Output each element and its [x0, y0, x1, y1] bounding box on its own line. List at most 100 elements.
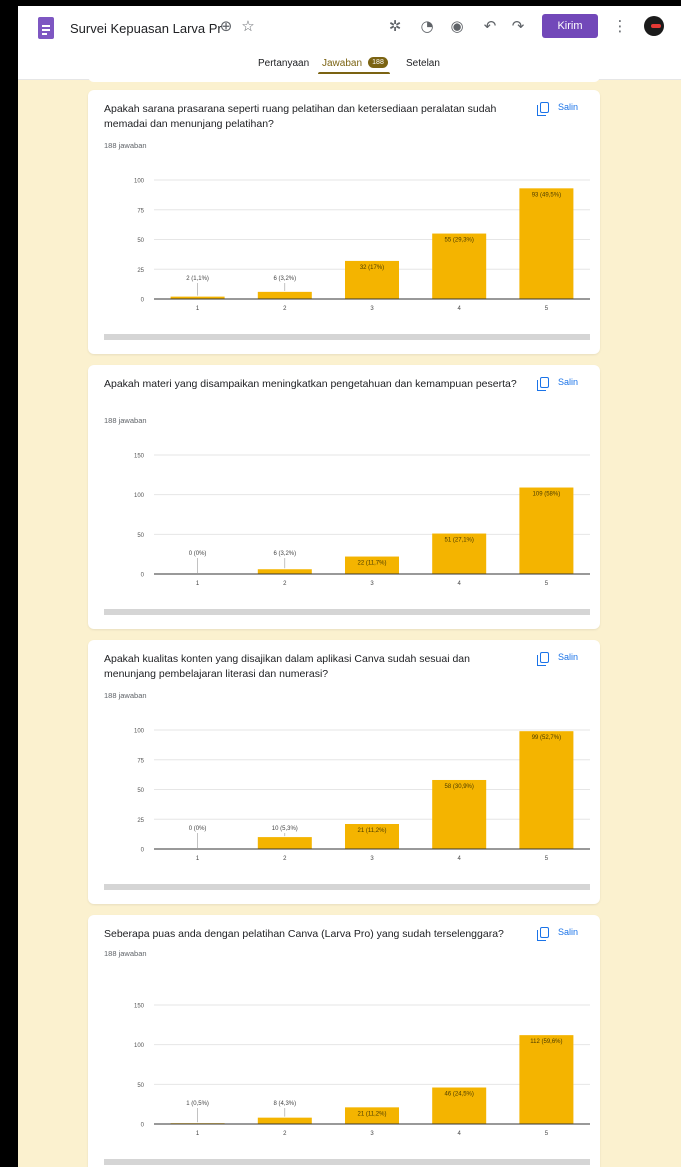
- x-tick-label: 1: [196, 581, 200, 587]
- x-tick-label: 5: [545, 1131, 549, 1137]
- copy-icon: [537, 377, 549, 391]
- top-bar: Survei Kepuasan Larva Pr ⊕ ☆ ✲ ◔ ◉ ↶ ↷ K…: [18, 6, 681, 80]
- x-tick-label: 3: [370, 306, 374, 312]
- data-label: 93 (49,5%): [532, 192, 561, 198]
- response-count: 188 jawaban: [104, 949, 147, 958]
- question-title: Apakah kualitas konten yang disajikan da…: [104, 653, 470, 680]
- x-tick-label: 2: [283, 306, 287, 312]
- x-tick-label: 2: [283, 856, 287, 862]
- copy-label: Salin: [558, 102, 579, 112]
- question-card: Apakah materi yang disampaikan meningkat…: [88, 365, 600, 629]
- y-tick-label: 50: [137, 533, 144, 539]
- y-tick-label: 100: [134, 179, 145, 185]
- copy-icon: [537, 927, 549, 941]
- avatar[interactable]: [644, 16, 664, 36]
- x-tick-label: 5: [545, 581, 549, 587]
- active-tab-indicator: [318, 72, 390, 75]
- x-tick-label: 2: [283, 1131, 287, 1137]
- y-tick-label: 25: [137, 818, 144, 824]
- responses-count-badge: 188: [368, 57, 388, 68]
- question-title: Apakah sarana prasarana seperti ruang pe…: [104, 103, 497, 130]
- data-label: 0 (0%): [189, 826, 207, 832]
- send-button[interactable]: Kirim: [542, 14, 598, 38]
- copy-label: Salin: [558, 927, 579, 937]
- x-tick-label: 5: [545, 306, 549, 312]
- data-label: 21 (11,2%): [358, 828, 387, 834]
- question-card: Apakah kualitas konten yang disajikan da…: [88, 640, 600, 904]
- x-tick-label: 3: [370, 856, 374, 862]
- data-label: 32 (17%): [360, 265, 384, 271]
- move-to-folder-icon[interactable]: ⊕: [219, 17, 233, 35]
- data-label: 1 (0,5%): [186, 1101, 209, 1107]
- form-icon[interactable]: [38, 17, 54, 39]
- more-vert-icon[interactable]: ⋮: [612, 17, 628, 35]
- copy-icon: [537, 102, 549, 116]
- question-title: Apakah materi yang disampaikan meningkat…: [104, 378, 517, 390]
- data-label: 58 (30,9%): [445, 784, 474, 790]
- data-label: 2 (1,1%): [186, 276, 209, 282]
- horizontal-scrollbar[interactable]: [104, 609, 590, 615]
- horizontal-scrollbar[interactable]: [104, 884, 590, 890]
- bar: [432, 1087, 487, 1124]
- y-tick-label: 0: [141, 298, 145, 304]
- question-card: Seberapa puas anda dengan pelatihan Canv…: [88, 915, 600, 1167]
- horizontal-scrollbar[interactable]: [104, 334, 590, 340]
- copy-label: Salin: [558, 377, 579, 387]
- y-tick-label: 150: [134, 1004, 145, 1010]
- bar: [432, 533, 487, 574]
- horizontal-scrollbar[interactable]: [104, 1159, 590, 1165]
- bar-chart: 0 25 50 75 100 0 (0%) 1 10 (5,3%) 2 21 (11,2%) 3 58…: [134, 729, 590, 862]
- y-tick-label: 50: [137, 238, 144, 244]
- data-label: 112 (59,6%): [530, 1039, 562, 1045]
- bar: [257, 569, 312, 574]
- tab-responses[interactable]: Jawaban: [322, 58, 363, 69]
- preview-eye-icon[interactable]: ◉: [450, 17, 464, 35]
- data-label: 99 (52,7%): [532, 735, 561, 741]
- y-tick-label: 100: [134, 729, 145, 735]
- bar-chart: 0 50 100 150 1 (0,5%) 1 8 (4,3%) 2 21 (11,2%) 3 46…: [134, 1004, 590, 1137]
- form-title[interactable]: Survei Kepuasan Larva Pr: [70, 21, 222, 36]
- x-tick-label: 4: [458, 856, 462, 862]
- bar: [257, 291, 312, 299]
- redo-icon[interactable]: ↷: [511, 17, 525, 35]
- palette-icon[interactable]: ◔: [420, 17, 434, 35]
- x-tick-label: 1: [196, 856, 200, 862]
- x-tick-label: 5: [545, 856, 549, 862]
- x-tick-label: 4: [458, 306, 462, 312]
- y-tick-label: 100: [134, 493, 145, 499]
- bar: [432, 233, 487, 299]
- x-tick-label: 4: [458, 1131, 462, 1137]
- bar: [257, 1117, 312, 1124]
- bar-chart: 0 50 100 150 0 (0%) 1 6 (3,2%) 2 22 (11,7%) 3 51 (…: [134, 454, 590, 587]
- y-tick-label: 100: [134, 1043, 145, 1049]
- data-label: 109 (58%): [533, 492, 561, 498]
- data-label: 10 (5,3%): [272, 826, 298, 832]
- tab-bar: Pertanyaan Jawaban 188 Setelan: [18, 56, 681, 78]
- addon-icon[interactable]: ✲: [388, 17, 402, 35]
- response-count: 188 jawaban: [104, 141, 147, 150]
- question-card: Apakah sarana prasarana seperti ruang pe…: [88, 90, 600, 354]
- y-tick-label: 150: [134, 454, 145, 460]
- bar: [345, 824, 399, 849]
- y-tick-label: 75: [137, 758, 144, 764]
- undo-icon[interactable]: ↶: [483, 17, 497, 35]
- bar-chart: 0 25 50 75 100 2 (1,1%) 1 6 (3,2%) 2 32 (17%) 3 55 …: [134, 179, 590, 312]
- x-tick-label: 1: [196, 306, 200, 312]
- bar: [519, 487, 574, 574]
- data-label: 6 (3,2%): [273, 551, 296, 557]
- data-label: 6 (3,2%): [273, 276, 296, 282]
- response-count: 188 jawaban: [104, 691, 147, 700]
- y-tick-label: 25: [137, 268, 144, 274]
- bar: [257, 837, 312, 849]
- y-tick-label: 0: [141, 573, 145, 579]
- data-label: 8 (4,3%): [273, 1101, 296, 1107]
- x-tick-label: 1: [196, 1131, 200, 1137]
- copy-label: Salin: [558, 652, 579, 662]
- tab-settings[interactable]: Setelan: [406, 58, 440, 69]
- tab-questions[interactable]: Pertanyaan: [258, 58, 310, 69]
- bar: [345, 260, 399, 299]
- x-tick-label: 3: [370, 581, 374, 587]
- previous-card-edge: [88, 74, 600, 82]
- forms-page: Survei Kepuasan Larva Pr ⊕ ☆ ✲ ◔ ◉ ↶ ↷ K…: [18, 6, 681, 1167]
- star-icon[interactable]: ☆: [241, 17, 255, 35]
